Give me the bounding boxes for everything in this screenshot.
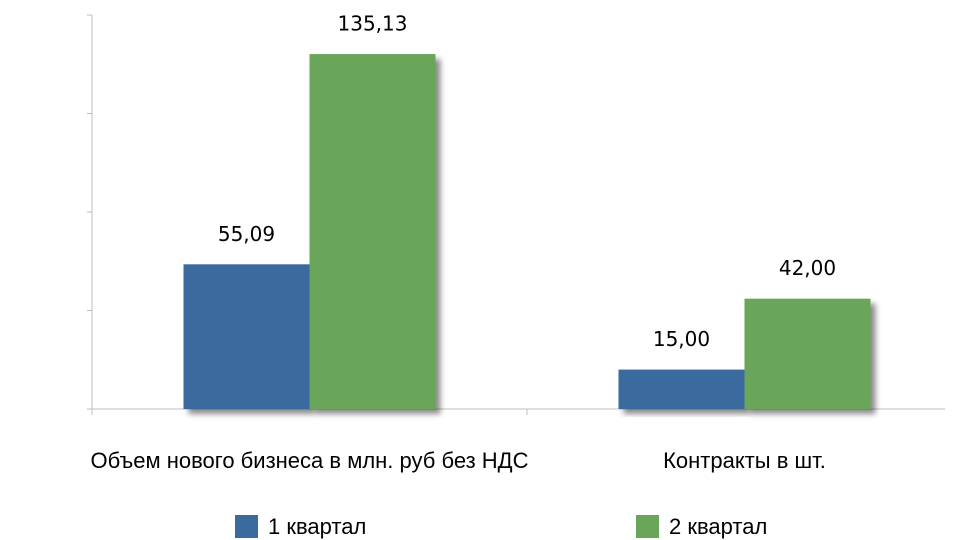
data-label: 15,00 [653, 327, 710, 351]
bar [183, 264, 310, 409]
bar [618, 369, 745, 409]
data-label: 135,13 [338, 12, 408, 36]
bar [744, 298, 871, 409]
legend-label: 1 квартал [268, 514, 366, 539]
bar [309, 54, 436, 409]
data-label: 55,09 [218, 222, 275, 246]
x-tick-label: Объем нового бизнеса в млн. руб без НДС [91, 448, 529, 473]
legend-swatch [636, 515, 659, 538]
legend-swatch [235, 515, 258, 538]
legend-label: 2 квартал [669, 514, 767, 539]
x-tick-label: Контракты в шт. [663, 448, 826, 473]
data-label: 42,00 [779, 256, 836, 280]
